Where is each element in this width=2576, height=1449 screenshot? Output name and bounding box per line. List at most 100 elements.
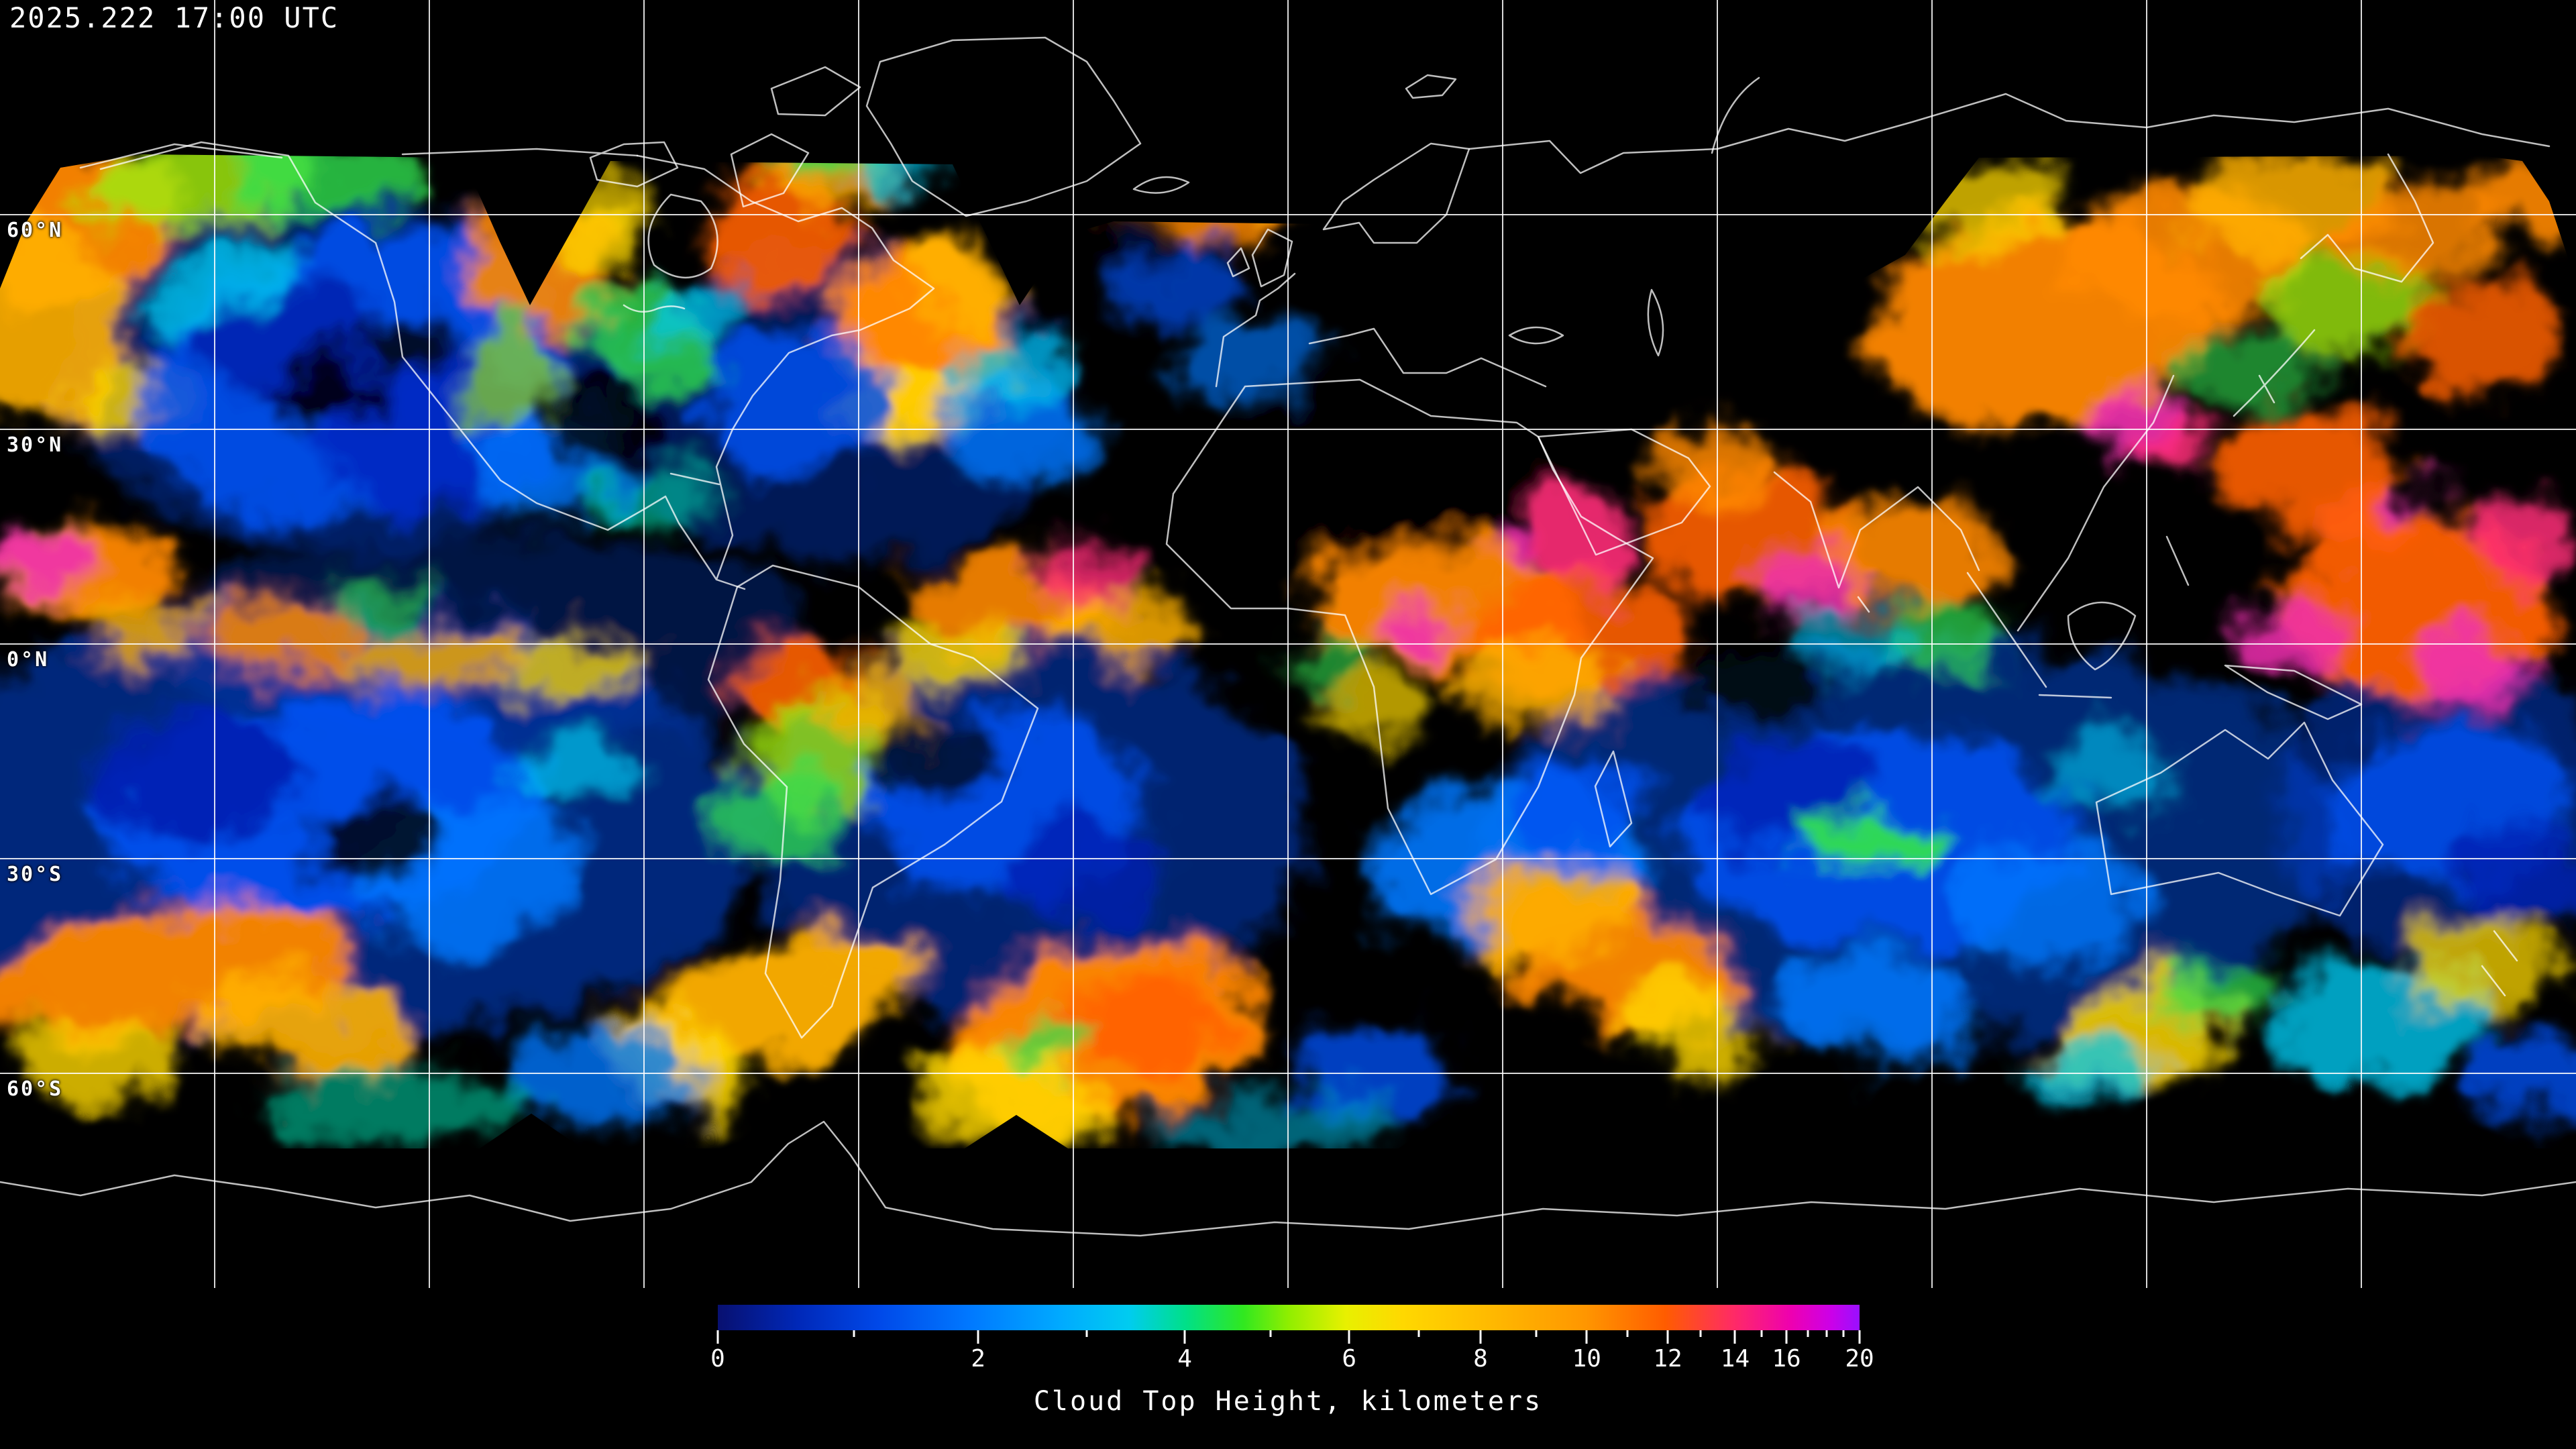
coastline-great-lakes xyxy=(623,304,686,313)
cloud-feature xyxy=(266,1073,541,1143)
colorbar-tick xyxy=(1785,1330,1788,1344)
latitude-label: 30°N xyxy=(7,433,64,457)
cloud-feature xyxy=(1527,479,1626,592)
cloud-feature xyxy=(0,529,95,598)
colorbar-tick xyxy=(1585,1330,1588,1344)
latitude-label: 0°N xyxy=(7,648,50,672)
cloud-feature xyxy=(2408,629,2532,712)
colorbar-tick-label: 12 xyxy=(1653,1345,1682,1373)
cloud-feature xyxy=(303,801,437,879)
cloud-feature xyxy=(347,628,515,690)
cloud-feature xyxy=(1033,546,1143,605)
cloud-feature xyxy=(101,704,302,839)
coastline-greenland xyxy=(865,36,1142,217)
cloud-feature xyxy=(718,771,841,868)
cloud-feature xyxy=(1623,975,1760,1080)
coastline-russia-north xyxy=(1468,93,2551,174)
cloud-feature xyxy=(1680,643,1835,726)
colorbar-tick xyxy=(1417,1330,1420,1337)
cloud-feature xyxy=(2153,959,2277,1029)
timestamp-label: 2025.222 17:00 UTC xyxy=(9,1,339,34)
colorbar-tick-label: 16 xyxy=(1772,1345,1801,1373)
colorbar-tick-label: 8 xyxy=(1473,1345,1488,1373)
cloud-feature xyxy=(2178,329,2319,412)
cloud-feature xyxy=(879,714,1002,792)
cloud-feature xyxy=(76,596,199,665)
cloud-feature xyxy=(2137,417,2217,471)
cloud-map: 2025.222 17:00 UTC 60°N 30°N 0°N 30°S 60°S xyxy=(0,0,2576,1288)
coastline-antarctica xyxy=(0,1120,2576,1237)
cloud-feature xyxy=(2053,730,2176,813)
cloud-feature xyxy=(1387,601,1457,649)
colorbar-tick xyxy=(1535,1330,1538,1337)
cloud-feature xyxy=(1065,592,1189,659)
colorbar-tick xyxy=(977,1330,979,1344)
coastline-layer xyxy=(0,36,2576,1237)
colorbar-tick xyxy=(1479,1330,1482,1344)
cloud-feature xyxy=(1152,1100,1400,1157)
coastline-north-america xyxy=(99,141,935,590)
cloud-feature xyxy=(2469,1033,2576,1116)
cloud-feature xyxy=(510,737,633,806)
colorbar-tick-label: 20 xyxy=(1845,1345,1874,1373)
cloud-feature xyxy=(1829,495,1997,605)
colorbar-tick xyxy=(1760,1330,1763,1337)
colorbar-tick xyxy=(853,1330,855,1337)
latitude-label: 30°S xyxy=(7,863,64,886)
cloud-map-canvas xyxy=(0,0,2576,1288)
cloud-feature xyxy=(2243,601,2353,684)
colorbar-tick xyxy=(1183,1330,1186,1344)
cloud-feature xyxy=(645,282,753,346)
cloud-feature xyxy=(1778,953,1982,1063)
cloud-feature xyxy=(1319,672,1442,739)
coastline-madagascar xyxy=(1594,750,1633,848)
colorbar-tick xyxy=(1825,1330,1828,1337)
cloud-feature xyxy=(882,629,1023,686)
coastline-iceland xyxy=(1132,176,1190,194)
colorbar-tick xyxy=(1348,1330,1350,1344)
cloud-field-layer xyxy=(0,103,2576,1157)
cloud-feature xyxy=(1281,629,1378,686)
coastline-africa xyxy=(1165,378,1654,896)
colorbar-tick xyxy=(716,1330,719,1344)
colorbar-tick xyxy=(1666,1330,1669,1344)
cloud-feature xyxy=(463,322,557,429)
cloud-feature xyxy=(1796,814,1947,863)
coastline-se-asia xyxy=(1966,535,2363,720)
coastline-new-zealand xyxy=(2481,930,2518,997)
cloud-feature xyxy=(1459,645,1627,726)
colorbar-tick-label: 2 xyxy=(971,1345,985,1373)
cloud-feature xyxy=(701,332,889,473)
cloud-feature xyxy=(2033,1040,2156,1110)
colorbar-tick xyxy=(1733,1330,1736,1344)
cloud-feature xyxy=(1509,758,1646,852)
colorbar-tick xyxy=(1842,1330,1845,1337)
colorbar-tick-label: 6 xyxy=(1342,1345,1357,1373)
cloud-feature xyxy=(265,356,379,429)
cloud-feature xyxy=(2415,275,2556,396)
cloud-feature xyxy=(329,577,425,631)
cloud-feature xyxy=(1463,863,1625,964)
colorbar-tick-label: 14 xyxy=(1720,1345,1750,1373)
colorbar-gradient xyxy=(718,1305,1860,1330)
cloud-feature xyxy=(1952,845,2143,969)
cloud-feature xyxy=(1650,429,1774,510)
cloud-feature xyxy=(537,376,671,463)
cloud-feature xyxy=(1006,1020,1089,1076)
cloud-feature xyxy=(902,234,1020,329)
cloud-feature xyxy=(2402,918,2565,1014)
cloud-feature xyxy=(11,1020,179,1103)
cloud-feature xyxy=(2469,495,2576,578)
cloud-feature xyxy=(1073,971,1237,1068)
coastline-cuba xyxy=(669,472,720,486)
cloud-feature xyxy=(205,602,359,673)
cloud-feature xyxy=(2332,186,2500,280)
coastline-australia xyxy=(2095,721,2384,917)
cloud-feature xyxy=(597,466,724,530)
cloud-feature xyxy=(1093,209,1187,274)
coastline-hudson-bay xyxy=(647,193,718,278)
colorbar-tick xyxy=(1626,1330,1629,1337)
coastline-arctic-islands xyxy=(79,66,861,208)
colorbar: 0 2 4 6 8 10 12 14 16 20 xyxy=(710,1305,1874,1405)
coastline-east-asia xyxy=(2017,153,2434,632)
